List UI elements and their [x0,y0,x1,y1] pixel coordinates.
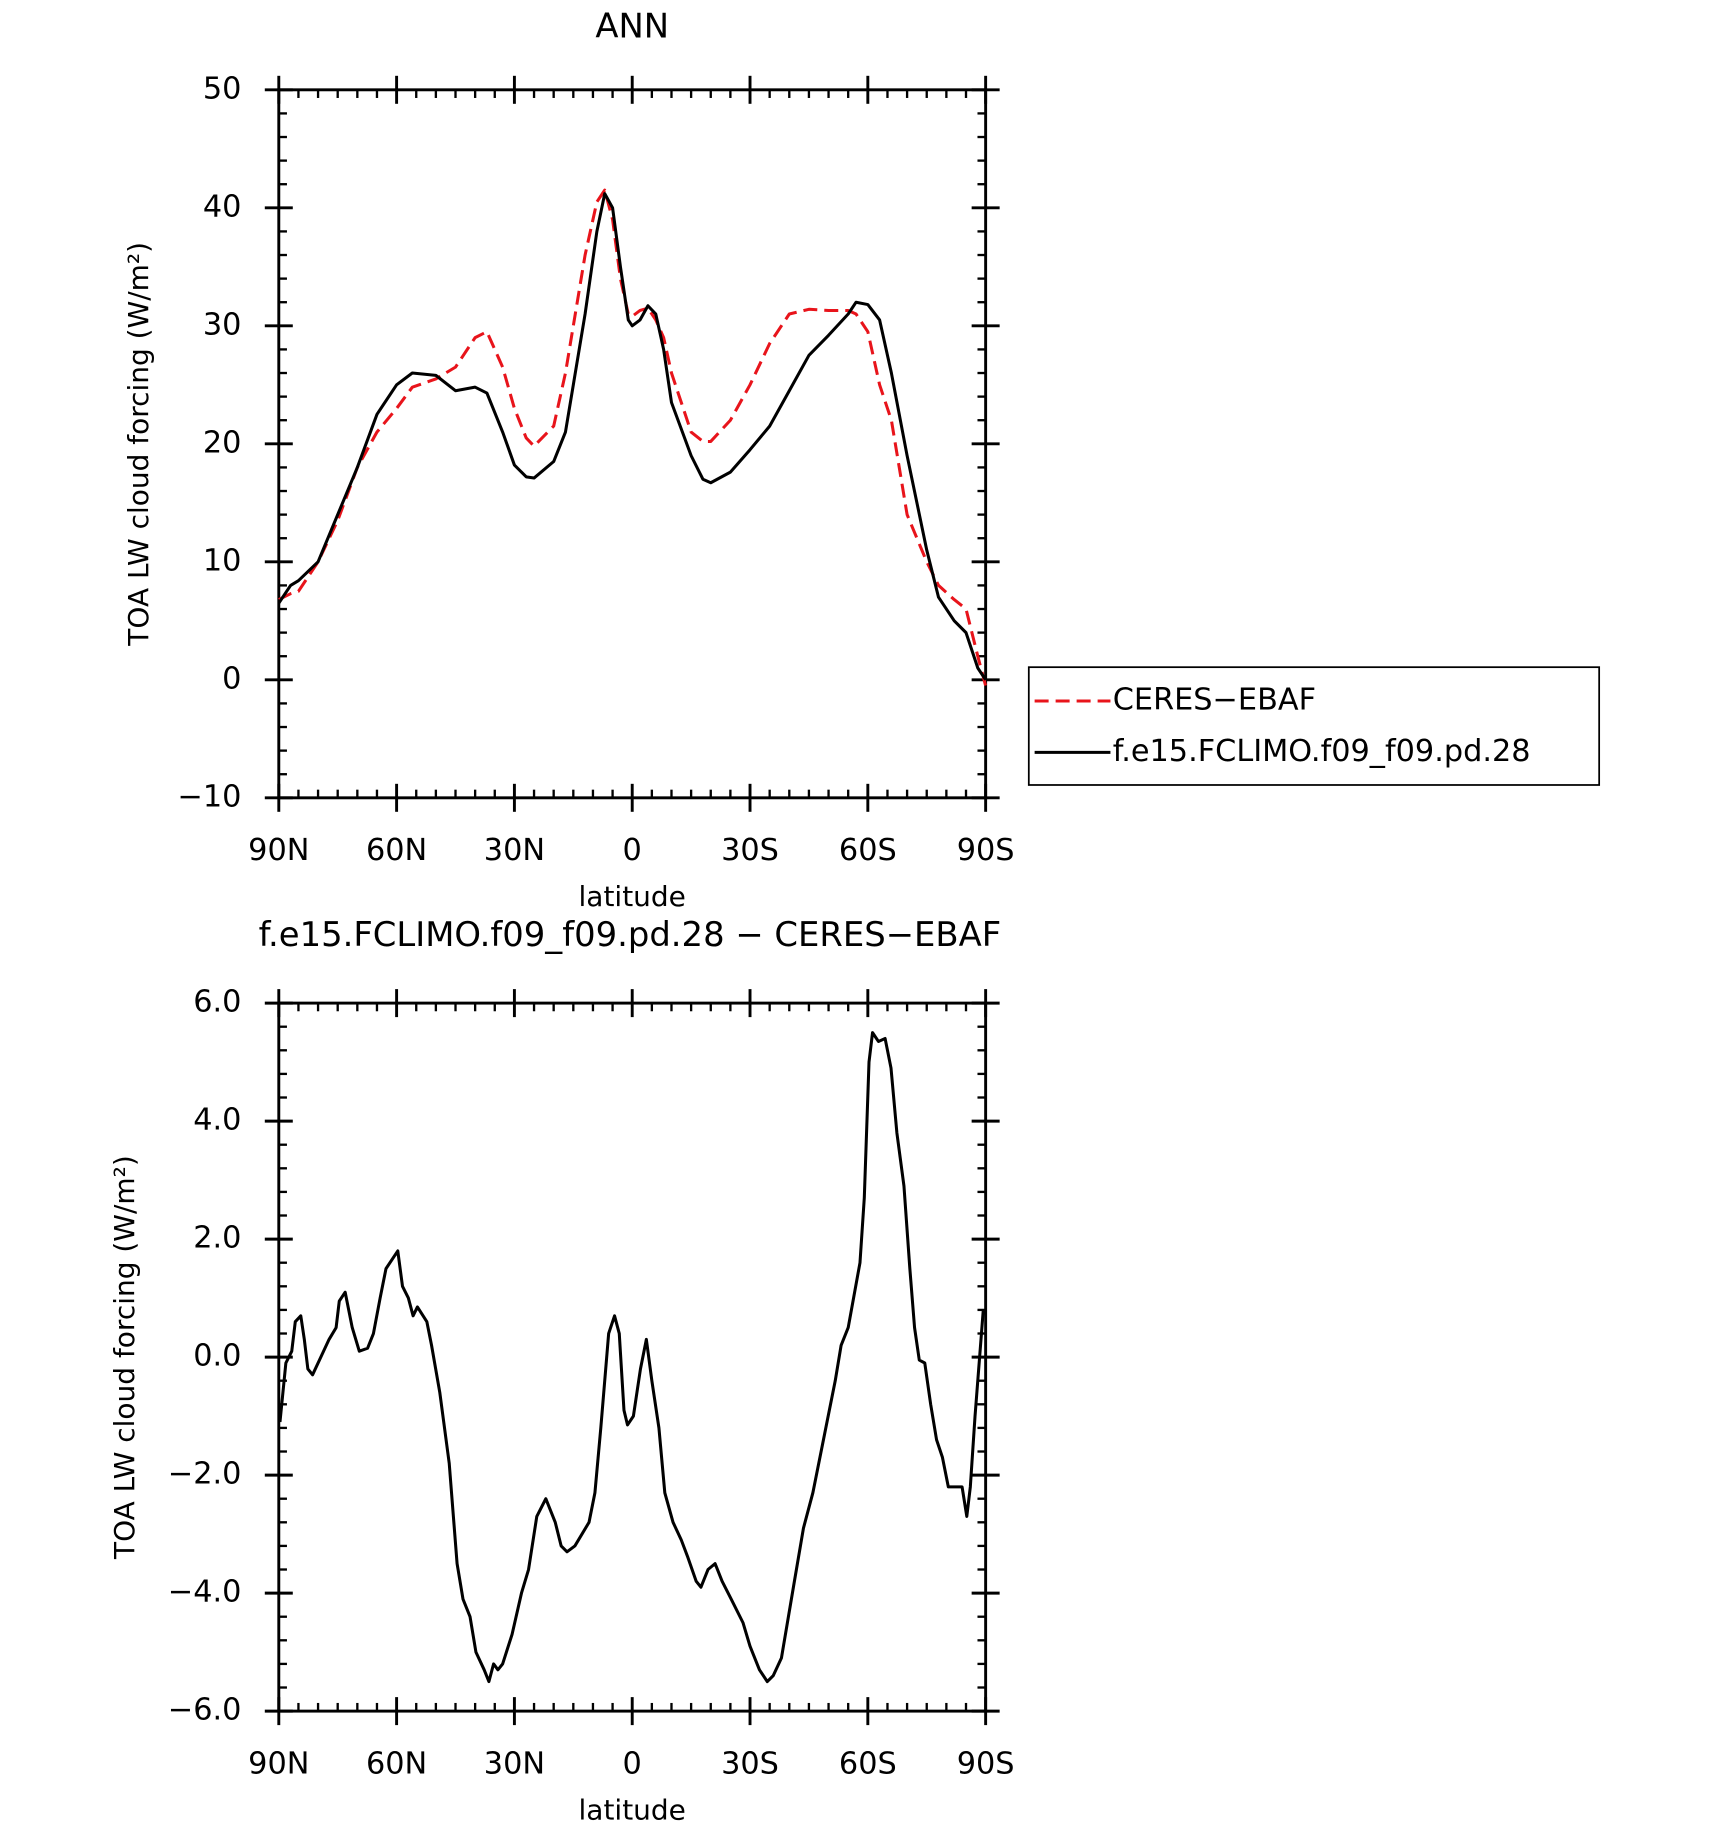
x-tick-label: 90S [957,833,1015,868]
chart-title: ANN [595,6,669,45]
x-tick-label: 60N [366,1746,427,1781]
x-tick-label: 0 [623,1746,642,1781]
x-tick-label: 30S [721,1746,779,1781]
x-tick-label: 30S [721,833,779,868]
x-tick-label: 60N [366,833,427,868]
x-axis-label: latitude [579,1793,686,1826]
legend: CERES−EBAF f.e15.FCLIMO.f09_f09.pd.28 [1027,666,1601,786]
y-tick-label: 10 [203,543,242,578]
y-axis-label: TOA LW cloud forcing (W/m²) [108,1155,141,1560]
data-line [277,192,987,681]
legend-label: f.e15.FCLIMO.f09_f09.pd.28 [1113,734,1531,769]
y-axis-label: TOA LW cloud forcing (W/m²) [122,242,155,647]
x-axis-label: latitude [579,880,686,913]
x-tick-label: 90N [248,1746,309,1781]
y-tick-label: 6.0 [193,985,241,1020]
x-tick-label: 90S [957,1746,1015,1781]
chart-title: f.e15.FCLIMO.f09_f09.pd.28 − CERES−EBAF [259,915,1002,954]
data-line [278,188,988,687]
x-tick-label: 30N [484,833,545,868]
data-line [278,1031,985,1684]
x-tick-label: 60S [839,1746,897,1781]
legend-box [1027,666,1601,786]
y-tick-label: 20 [203,425,242,460]
y-tick-label: −4.0 [168,1575,242,1610]
y-tick-label: −6.0 [168,1693,242,1728]
y-tick-label: −10 [177,779,241,814]
y-tick-label: 4.0 [193,1103,241,1138]
x-tick-label: 90N [248,833,309,868]
y-tick-label: 30 [203,307,242,342]
x-tick-label: 0 [623,833,642,868]
y-tick-label: −2.0 [168,1457,242,1492]
plot-frame [277,88,988,800]
y-tick-label: 40 [203,189,242,224]
y-tick-label: 2.0 [193,1221,241,1256]
y-tick-label: 0.0 [193,1339,241,1374]
y-tick-label: 50 [203,71,242,106]
legend-label: CERES−EBAF [1113,683,1316,718]
x-tick-label: 60S [839,833,897,868]
x-tick-label: 30N [484,1746,545,1781]
y-tick-label: 0 [222,661,241,696]
plot-frame [277,1001,988,1713]
